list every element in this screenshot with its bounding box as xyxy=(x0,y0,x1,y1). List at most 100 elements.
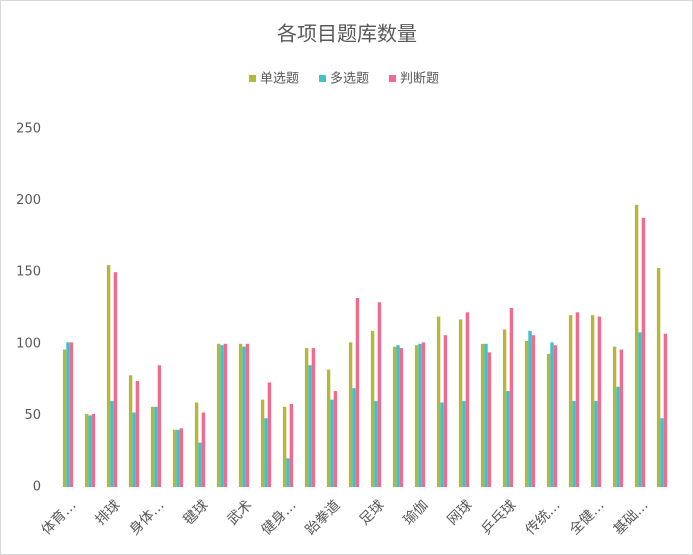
bar xyxy=(480,343,485,487)
x-tick-label: 毽球 xyxy=(180,497,212,529)
bar xyxy=(641,217,646,487)
y-tick-label: 150 xyxy=(16,265,41,280)
bar xyxy=(154,406,158,487)
bar xyxy=(487,352,492,487)
x-tick-label: 全健… xyxy=(566,497,608,539)
bar xyxy=(260,399,265,487)
bar xyxy=(553,345,558,487)
bar xyxy=(568,315,573,487)
bar xyxy=(267,382,272,487)
y-tick-label: 250 xyxy=(16,122,41,137)
x-tick-label: 传统… xyxy=(523,497,564,538)
bar xyxy=(594,401,598,487)
bar xyxy=(128,375,133,487)
bar xyxy=(132,412,136,487)
bar xyxy=(528,330,532,487)
bar xyxy=(223,343,228,487)
bar xyxy=(509,308,514,487)
bar xyxy=(286,458,290,487)
y-tick-label: 50 xyxy=(24,408,41,423)
bar xyxy=(264,418,268,487)
x-tick-label: 健身… xyxy=(259,497,300,538)
bar xyxy=(374,401,378,487)
bar xyxy=(282,406,287,487)
bar xyxy=(157,365,162,487)
bar xyxy=(656,267,661,487)
x-tick-label: 排球 xyxy=(93,497,124,528)
bar xyxy=(616,386,620,487)
chart-title: 各项目题库数量 xyxy=(277,22,417,46)
bar xyxy=(179,428,184,487)
bar xyxy=(575,312,580,487)
bar xyxy=(392,346,397,487)
bar xyxy=(194,402,199,487)
x-tick-label: 网球 xyxy=(445,497,476,528)
bar xyxy=(348,342,353,487)
bar xyxy=(352,388,356,487)
bar xyxy=(436,316,441,487)
y-tick-label: 0 xyxy=(33,480,41,495)
x-tick-label: 跆拳道 xyxy=(303,497,344,538)
bar xyxy=(69,342,74,487)
bar xyxy=(242,346,246,487)
legend-swatch xyxy=(389,75,396,82)
bar xyxy=(370,330,375,487)
legend-label: 判断题 xyxy=(400,72,439,87)
x-tick-label: 基础… xyxy=(610,497,652,539)
bar xyxy=(377,302,382,487)
bar xyxy=(308,365,312,487)
bar xyxy=(201,412,206,487)
bar xyxy=(220,345,224,487)
bar xyxy=(597,316,602,487)
bar xyxy=(62,349,67,487)
bar xyxy=(531,335,536,487)
bar xyxy=(150,406,155,487)
bar xyxy=(66,342,70,487)
bar xyxy=(634,204,639,487)
bar xyxy=(414,345,419,487)
y-tick-label: 100 xyxy=(16,336,41,351)
bar xyxy=(506,391,510,487)
bar xyxy=(546,353,551,487)
bar xyxy=(135,381,140,487)
bar xyxy=(84,413,89,487)
bar xyxy=(440,402,444,487)
x-tick-label: 身体… xyxy=(127,497,168,538)
bar xyxy=(326,369,331,487)
legend-label: 多选题 xyxy=(330,71,369,87)
bar xyxy=(484,343,488,487)
bar xyxy=(216,343,221,487)
y-tick-label: 200 xyxy=(16,193,41,208)
bar xyxy=(612,346,617,487)
bar xyxy=(176,429,180,487)
x-tick-label: 武术 xyxy=(225,497,256,528)
x-tick-label: 乒乓球 xyxy=(479,497,520,538)
x-tick-label: 足球 xyxy=(357,497,388,528)
bar xyxy=(106,265,111,487)
legend-label: 单选题 xyxy=(260,72,299,87)
bar xyxy=(289,403,294,487)
bar xyxy=(333,391,338,487)
bar xyxy=(462,401,466,487)
bar xyxy=(524,340,529,487)
x-tick-label: 体育… xyxy=(39,497,80,538)
bar xyxy=(355,297,360,487)
bar xyxy=(311,348,316,487)
bar xyxy=(198,442,202,487)
bar xyxy=(550,342,554,487)
bar xyxy=(399,348,404,487)
legend-swatch xyxy=(249,75,256,82)
bar xyxy=(502,329,507,487)
bar xyxy=(110,401,114,487)
bar xyxy=(638,332,642,487)
bar xyxy=(465,312,470,487)
bar xyxy=(172,429,177,487)
bar xyxy=(113,272,118,487)
x-tick-label: 瑜伽 xyxy=(401,497,432,528)
bar xyxy=(590,315,595,487)
legend-swatch xyxy=(319,75,326,82)
bar xyxy=(660,418,664,487)
bar xyxy=(663,333,668,487)
bar xyxy=(238,343,243,487)
